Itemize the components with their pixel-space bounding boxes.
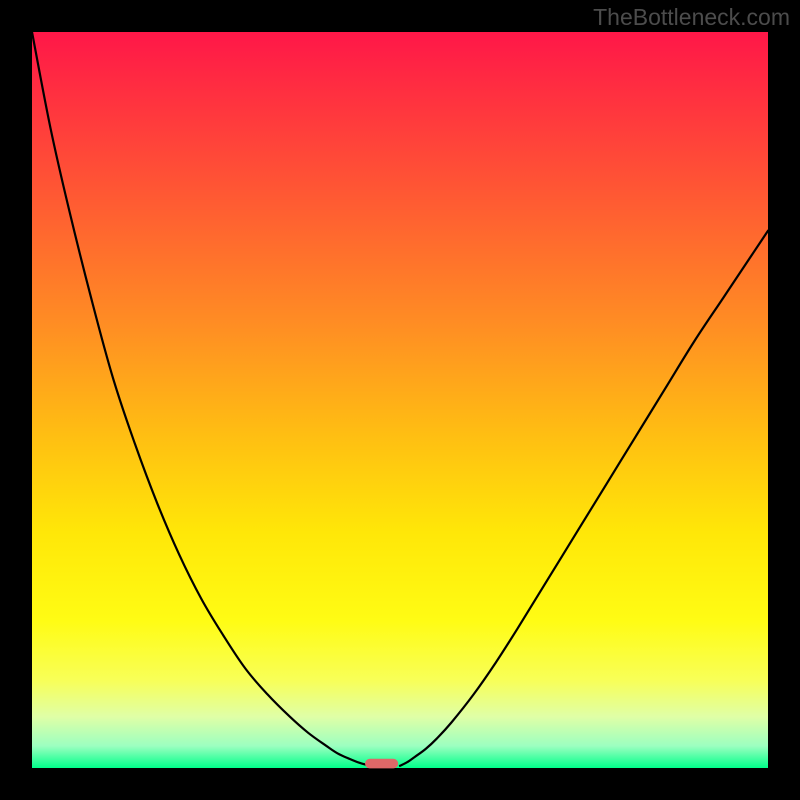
minimum-marker [365, 759, 398, 769]
watermark-text: TheBottleneck.com [593, 4, 790, 31]
bottleneck-curve-chart [0, 0, 800, 800]
chart-container: TheBottleneck.com [0, 0, 800, 800]
